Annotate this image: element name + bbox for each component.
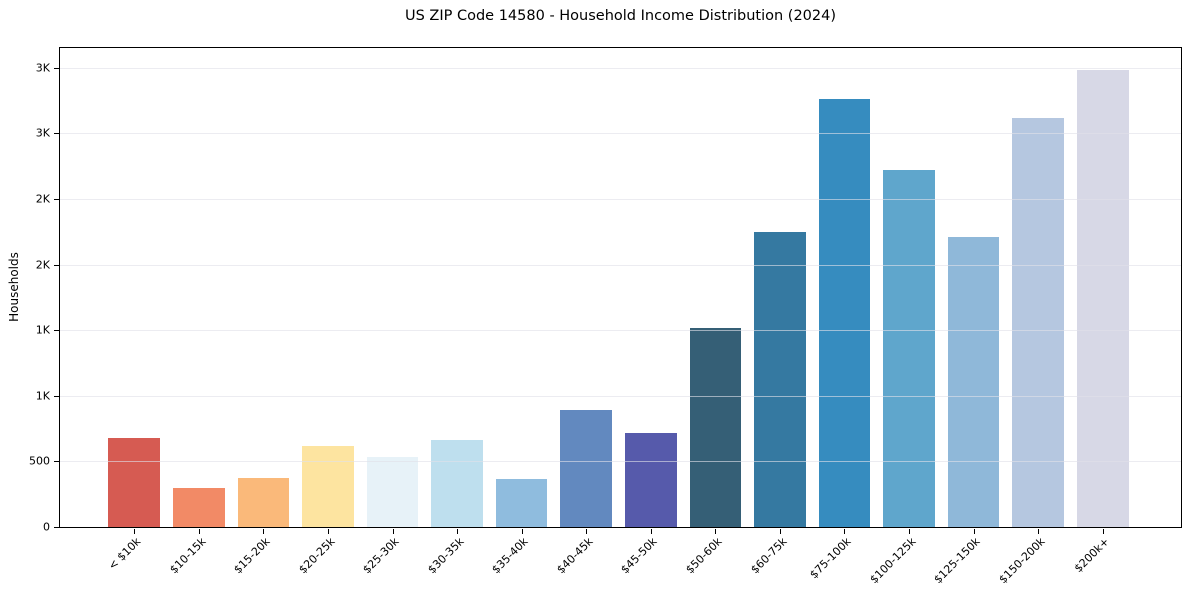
x-tick-label: $20-25k (295, 535, 338, 577)
x-axis-tick (1038, 529, 1040, 534)
x-tick-label: $125-150k (931, 535, 983, 587)
bar-slot: $125-150k (932, 48, 1006, 586)
y-tick-label: 500 (29, 454, 50, 468)
x-axis-tick (715, 529, 717, 534)
x-axis-tick (134, 529, 136, 534)
y-axis-tick (54, 133, 59, 135)
bar-$10-15k (173, 487, 225, 527)
x-tick-label: $60-75k (747, 535, 790, 577)
x-tick-label: $45-50k (618, 535, 660, 577)
x-tick-label: $100-125k (867, 535, 919, 587)
bar-slot: $200k+ (1070, 48, 1135, 575)
x-axis-tick (198, 529, 200, 534)
bar-slot: $150-200k (996, 48, 1071, 586)
bar-$40-45k (560, 409, 613, 527)
y-axis-tick (54, 395, 59, 397)
x-axis-tick (909, 529, 911, 534)
bar-$200k+ (1076, 70, 1129, 527)
y-axis-tick (54, 198, 59, 200)
plot-area: < $10k $10-15k $15-20k $20-25k $25-30k $30-35… (29, 47, 1182, 586)
bar-slot: $50-60k (683, 48, 748, 576)
x-tick-label: $30-35k (425, 535, 467, 577)
bar-$125-150k (947, 236, 1000, 527)
y-axis-tick (54, 330, 59, 332)
x-tick-label: $35-40k (489, 535, 531, 577)
bar-slot: $10-15k (167, 48, 232, 576)
bar-slot: $35-40k (489, 48, 554, 576)
bar-$25-30k (366, 457, 419, 527)
x-tick-label: $75-100k (807, 535, 854, 582)
chart-title: US ZIP Code 14580 - Household Income Dis… (404, 8, 837, 24)
x-tick-label: $200k+ (1071, 535, 1112, 576)
x-axis-tick (973, 529, 975, 534)
bar-slot: $75-100k (807, 48, 877, 581)
y-axis-tick (54, 67, 59, 69)
x-axis-tick (586, 529, 588, 534)
bar-$50-60k (689, 328, 742, 527)
bar-$75-100k (818, 99, 871, 527)
x-axis-tick (457, 529, 459, 534)
x-tick-label: $15-20k (231, 535, 273, 577)
bar-$30-35k (431, 439, 483, 527)
bar-$45-50k (624, 432, 677, 527)
x-tick-label: $50-60k (683, 535, 725, 577)
y-axis-label: Households (7, 252, 21, 322)
x-axis-tick (650, 529, 652, 534)
y-axis-tick (54, 461, 59, 463)
y-tick-label: 3K (35, 61, 50, 75)
x-tick-label: $40-45k (554, 535, 596, 577)
bar-slot: $15-20k (231, 48, 296, 576)
x-axis-tick (779, 529, 781, 534)
bar-slot: $30-35k (425, 48, 490, 576)
bar-slot: < $10k (102, 48, 167, 573)
x-tick-label: $25-30k (360, 535, 402, 577)
x-axis-tick (327, 529, 329, 534)
bar-$100-125k (883, 170, 935, 527)
y-tick-label: 1K (35, 389, 50, 403)
bar-$60-75k (754, 231, 806, 527)
x-axis-tick (521, 529, 523, 534)
y-tick-label: 0 (43, 520, 50, 534)
bar-slot: $45-50k (619, 48, 684, 576)
y-tick-label: 2K (35, 258, 50, 272)
x-tick-label: $150-200k (996, 535, 1048, 587)
bar-slot: $25-30k (360, 48, 425, 576)
bar-< $10k (108, 438, 161, 527)
y-axis-tick (54, 264, 59, 266)
x-tick-label: < $10k (105, 535, 144, 573)
bar-slot: $40-45k (554, 48, 619, 576)
x-axis-tick (844, 529, 846, 534)
bar-$20-25k (302, 445, 354, 527)
x-axis-tick (1102, 529, 1104, 534)
bar-$150-200k (1012, 118, 1064, 527)
y-axis-tick (54, 527, 59, 528)
bar-$15-20k (237, 477, 290, 527)
x-axis-tick (263, 529, 265, 534)
bar-$35-40k (495, 479, 548, 527)
y-tick-label: 2K (35, 192, 50, 206)
y-tick-label: 3K (35, 126, 50, 140)
bar-slot: $20-25k (296, 48, 361, 576)
bar-slot: $100-125k (867, 48, 942, 586)
x-tick-label: $10-15k (166, 535, 209, 577)
x-axis-tick (392, 529, 394, 534)
bars-row: < $10k $10-15k $15-20k $20-25k $25-30k $30-35… (102, 48, 1135, 586)
bar-slot: $60-75k (748, 48, 813, 576)
y-tick-label: 1K (35, 323, 50, 337)
